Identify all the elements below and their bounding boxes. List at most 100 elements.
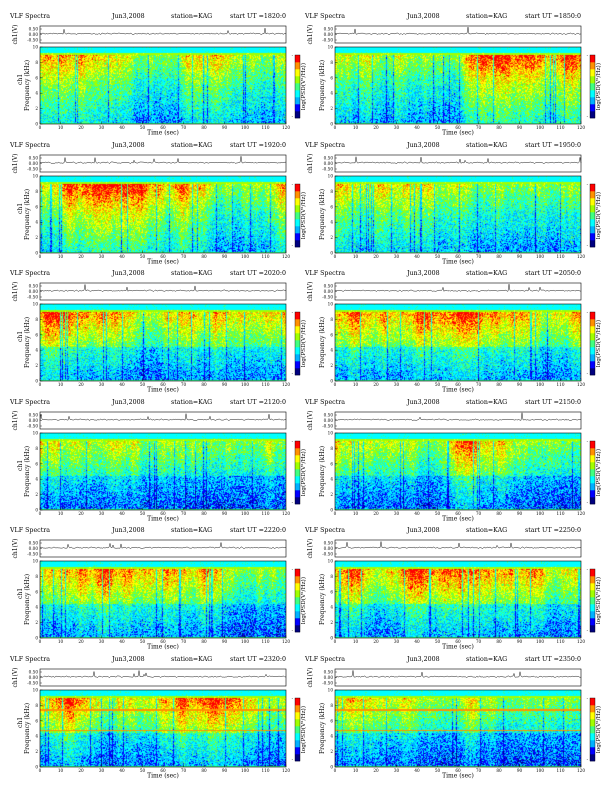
x-tick-label: 90: [222, 639, 228, 644]
spectrogram-panel: VLF Spectra Jun3,2008 station=KAG start UT …: [8, 264, 307, 394]
heatmap-frame: [39, 175, 287, 253]
y-tick-label: 8: [35, 702, 38, 707]
colorbar-segment: [590, 468, 595, 476]
waveform-ylabel: ch1(V): [12, 410, 19, 430]
x-tick-label: 80: [496, 382, 502, 387]
channel-label: ch1: [17, 716, 24, 727]
x-tick-label: 50: [435, 382, 441, 387]
y-tick-label: 8: [330, 317, 333, 322]
panel-title: VLF Spectra: [305, 527, 345, 534]
panel-date: Jun3,2008: [407, 527, 440, 534]
x-tick-label: 90: [517, 639, 523, 644]
colorbar-segment: [590, 111, 595, 119]
colorbar-segment: [295, 83, 300, 91]
waveform-tick-label: 0.00: [29, 289, 39, 294]
x-tick-label: 50: [140, 382, 146, 387]
colorbar-segment: [590, 475, 595, 483]
colorbar-segment: [590, 440, 595, 448]
colorbar-tick-label: -: [292, 371, 294, 376]
colorbar-segment: [295, 489, 300, 497]
panel-station: station=KAG: [466, 270, 508, 277]
waveform-frame: [39, 282, 287, 301]
waveform-tick-label: -0.50: [322, 166, 333, 171]
x-tick-label: 60: [455, 768, 461, 773]
colorbar-segment: [295, 725, 300, 733]
panel-start-time: start UT =1820:0: [230, 13, 286, 20]
y-axis-label: Frequency (kHz): [24, 60, 31, 111]
colorbar-segment: [295, 732, 300, 740]
colorbar-segment: [590, 76, 595, 84]
colorbar-segment: [590, 211, 595, 219]
panel-date: Jun3,2008: [112, 398, 145, 406]
x-tick-label: 90: [222, 511, 228, 516]
panel-date: Jun3,2008: [407, 270, 440, 277]
spectrogram-heatmap: [40, 47, 286, 124]
colorbar-segment: [295, 90, 300, 98]
y-tick-label: 8: [35, 60, 38, 65]
x-tick-label: 20: [78, 125, 84, 130]
colorbar-segment: [590, 590, 595, 598]
x-tick-label: 10: [58, 639, 64, 644]
colorbar-segment: [295, 447, 300, 455]
waveform-trace: [334, 669, 582, 678]
colorbar-segment: [295, 111, 300, 119]
spectrogram-heatmap: [335, 432, 581, 510]
x-tick-label: 60: [160, 768, 166, 773]
heatmap-frame: [334, 689, 582, 767]
y-tick-label: 6: [330, 204, 333, 209]
colorbar-segment: [295, 739, 300, 747]
x-tick-label: 0: [39, 382, 42, 387]
colorbar-segment: [590, 190, 595, 198]
y-tick-label: 10: [33, 687, 39, 692]
colorbar-tick-label: -: [587, 310, 589, 315]
x-tick-label: 120: [577, 125, 585, 130]
y-tick-label: 10: [328, 302, 334, 307]
waveform-frame: [334, 411, 582, 429]
colorbar-segment: [590, 732, 595, 740]
channel-label: ch1: [17, 331, 24, 342]
colorbar-segment: [590, 97, 595, 105]
y-tick-label: 2: [35, 363, 38, 368]
panel-station: station=KAG: [466, 13, 508, 20]
x-tick-label: 10: [353, 125, 359, 130]
y-tick-label: 10: [33, 302, 39, 307]
waveform-tick-label: 0.50: [29, 155, 39, 160]
x-tick-label: 30: [99, 639, 105, 644]
waveform-trace: [39, 413, 287, 421]
colorbar-label: log(PSD(V²/Hz)): [595, 320, 602, 367]
x-tick-label: 110: [262, 768, 270, 773]
x-tick-label: 50: [435, 254, 441, 259]
x-tick-label: 100: [536, 639, 544, 644]
waveform-tick-label: -0.50: [27, 166, 38, 171]
waveform-ylabel: ch1(V): [12, 24, 19, 44]
colorbar-segment: [590, 746, 595, 754]
y-tick-label: 8: [35, 574, 38, 579]
colorbar-tick-label: -: [587, 114, 589, 119]
x-tick-label: 70: [476, 639, 482, 644]
x-tick-label: 40: [414, 254, 420, 259]
y-tick-label: 8: [330, 574, 333, 579]
colorbar-segment: [295, 319, 300, 327]
x-tick-label: 50: [435, 768, 441, 773]
waveform-tick-label: 0.50: [29, 283, 39, 288]
colorbar-segment: [590, 239, 595, 247]
x-tick-label: 120: [282, 125, 290, 130]
x-tick-label: 60: [160, 511, 166, 516]
x-tick-label: 80: [201, 382, 207, 387]
spectrogram-heatmap: [40, 432, 286, 510]
waveform-tick-label: -0.50: [322, 37, 333, 42]
panel-date: Jun3,2008: [112, 655, 145, 663]
x-tick-label: 60: [160, 639, 166, 644]
colorbar-segment: [295, 347, 300, 355]
y-tick-label: 6: [35, 75, 38, 80]
colorbar-segment: [590, 489, 595, 497]
colorbar-tick-label: -: [292, 628, 294, 633]
y-tick-label: 6: [330, 75, 333, 80]
panel-date: Jun3,2008: [112, 270, 145, 277]
x-tick-label: 50: [140, 768, 146, 773]
waveform-trace: [334, 541, 582, 549]
x-tick-label: 90: [222, 125, 228, 130]
x-tick-label: 40: [414, 639, 420, 644]
spectrogram-panel: VLF Spectra Jun3,2008 station=KAG start UT …: [8, 7, 307, 137]
